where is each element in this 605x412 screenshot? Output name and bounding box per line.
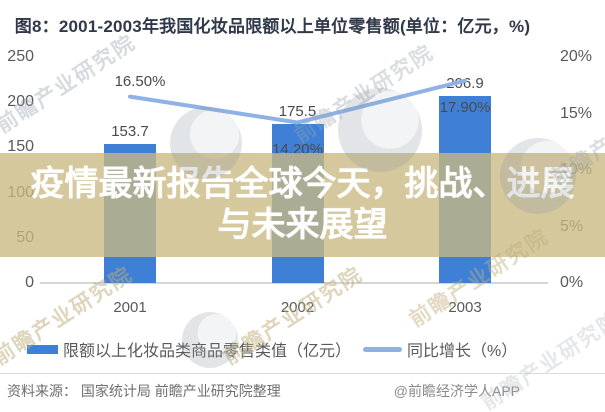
- x-axis-line: [40, 282, 548, 284]
- left-axis-tick: 0: [25, 274, 34, 291]
- right-axis-tick: 0%: [560, 274, 584, 291]
- x-axis-label-2001: 2001: [113, 299, 147, 316]
- bar-value-label: 206.9: [446, 74, 484, 92]
- right-axis-tick: 15%: [560, 104, 593, 122]
- overlay-band: 疫情最新报告全球今天，挑战、进展与未来展望: [0, 153, 605, 257]
- chart-legend: 限额以上化妆品类商品零售类值（亿元） 同比增长（%）: [27, 339, 518, 360]
- footer-source-text: 资料来源： 国家统计局 前瞻产业研究院整理: [7, 383, 281, 399]
- x-axis-label-2002: 2002: [280, 299, 315, 316]
- legend-bar-swatch-icon: [27, 344, 58, 354]
- right-axis-tick: 20%: [560, 48, 593, 65]
- footer-divider: [0, 373, 605, 374]
- watermark-text: 前瞻产业研究院: [553, 357, 605, 412]
- left-axis-tick: 200: [7, 93, 34, 111]
- chart-title: 图8：2001-2003年我国化妆品限额以上单位零售额(单位：亿元，%): [14, 17, 531, 36]
- left-axis-tick: 150: [7, 138, 34, 156]
- legend-bar-label: 限额以上化妆品类商品零售类值（亿元）: [63, 343, 352, 360]
- line-value-label: 17.90%: [439, 98, 491, 116]
- overlay-headline: 疫情最新报告全球今天，挑战、进展与未来展望: [30, 165, 575, 244]
- x-axis-label-2003: 2003: [448, 299, 482, 316]
- bar-value-label: 175.5: [278, 103, 317, 121]
- legend-line-label: 同比增长（%）: [407, 343, 518, 360]
- left-axis-tick: 250: [7, 48, 34, 65]
- line-value-label: 16.50%: [114, 72, 166, 90]
- bar-value-label: 153.7: [111, 123, 149, 141]
- legend-line-swatch-icon: [363, 346, 403, 352]
- footer-brand-text: @前瞻经济学人APP: [393, 383, 520, 399]
